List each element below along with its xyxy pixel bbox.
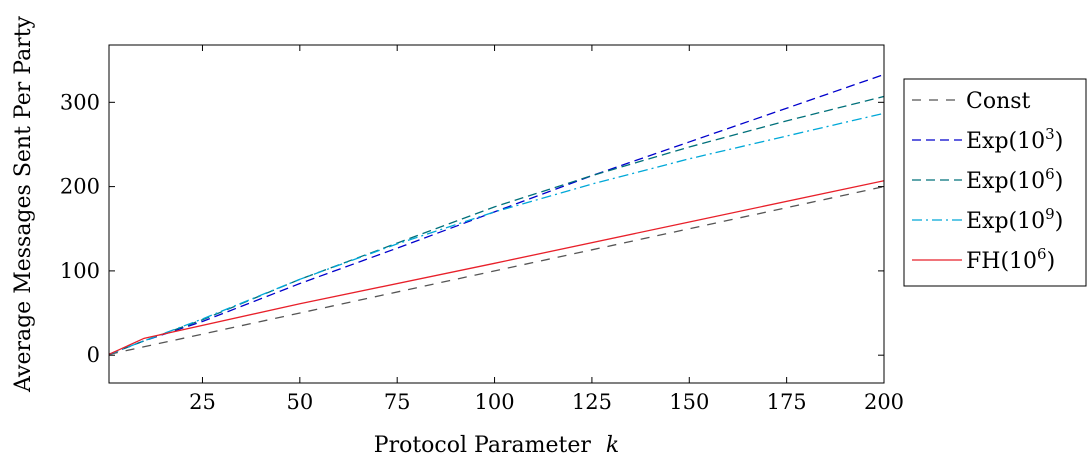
x-axis-label: Protocol Parameter k	[374, 433, 619, 458]
axis-ticks: 25 50 75 100 125 150 175 200 0 100 200 300	[60, 45, 904, 414]
x-tick-label: 175	[767, 390, 807, 414]
x-tick-label: 75	[384, 390, 411, 414]
x-tick-label: 125	[572, 390, 612, 414]
legend-label-base: Exp(10	[966, 169, 1045, 194]
legend-entry-label: Const	[966, 89, 1031, 114]
legend-label-base: Exp(10	[966, 209, 1045, 234]
legend-label-exponent: 3	[1045, 125, 1055, 143]
legend-label-close: )	[1055, 209, 1064, 234]
plot-frame	[108, 44, 885, 384]
series-line-2	[109, 95, 884, 355]
series-line-4	[109, 180, 884, 355]
x-tick-label: 25	[189, 390, 216, 414]
y-tick-label: 100	[60, 259, 100, 283]
legend-label-exponent: 9	[1045, 205, 1055, 223]
x-axis-label-text: Protocol Parameter	[374, 433, 592, 458]
y-tick-label: 200	[60, 175, 100, 199]
legend-entry-label: Exp(109)	[966, 205, 1063, 234]
legend-label-close: )	[1047, 249, 1056, 274]
legend-label-exponent: 6	[1045, 165, 1055, 183]
x-tick-label: 200	[864, 390, 904, 414]
legend-label-exponent: 6	[1037, 245, 1047, 263]
legend-label-close: )	[1055, 129, 1064, 154]
x-axis-label-var: k	[606, 433, 619, 458]
x-tick-label: 150	[669, 390, 709, 414]
legend-label-text: Const	[966, 89, 1031, 114]
legend-box	[903, 78, 1087, 287]
x-tick-label: 100	[475, 390, 515, 414]
plot-area	[109, 73, 884, 355]
legend-entry-label: Exp(103)	[966, 125, 1063, 154]
series-line-0	[109, 185, 884, 355]
legend-entry-label: Exp(106)	[966, 165, 1063, 194]
y-axis-label: Average Messages Sent Per Party	[11, 15, 36, 393]
x-tick-label: 50	[286, 390, 313, 414]
series-line-3	[109, 112, 884, 355]
legend-label-close: )	[1055, 169, 1064, 194]
legend-label-base: FH(10	[966, 249, 1037, 274]
y-tick-label: 0	[87, 343, 100, 367]
y-tick-label: 300	[60, 90, 100, 114]
legend-label-base: Exp(10	[966, 129, 1045, 154]
series-line-1	[109, 73, 884, 355]
legend-entry-label: FH(106)	[966, 245, 1055, 274]
